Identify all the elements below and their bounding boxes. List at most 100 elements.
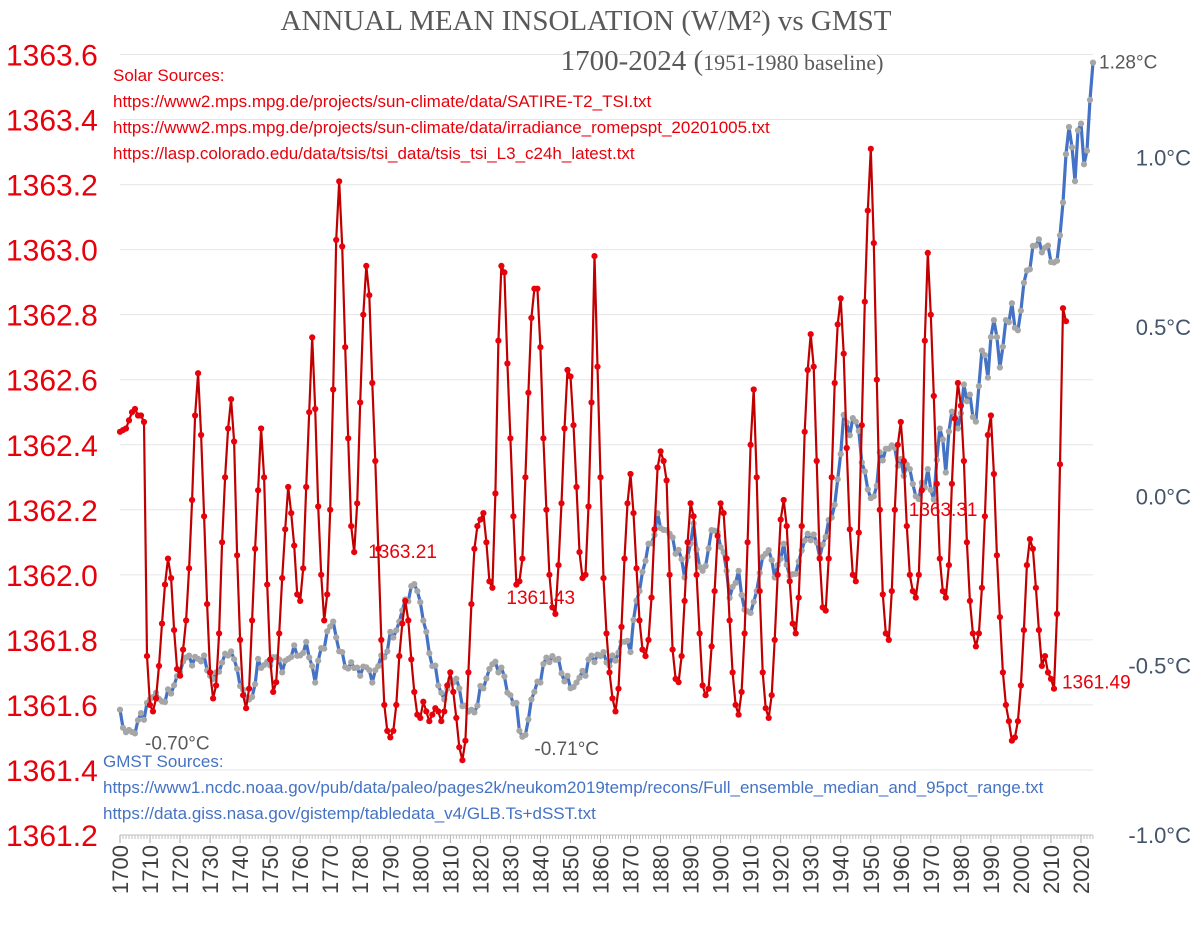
x-tick-label: 2010 <box>1039 845 1064 894</box>
tsi-point <box>693 571 700 578</box>
tsi-point <box>630 509 637 517</box>
gmst-point <box>1077 120 1085 127</box>
tsi-point <box>825 555 832 562</box>
tsi-point <box>747 441 754 448</box>
left-tick-label: 1363.6 <box>6 40 98 73</box>
tsi-point <box>906 571 913 578</box>
x-tick-label: 1980 <box>949 845 974 894</box>
gmst-point <box>579 667 586 674</box>
gmst-point <box>1071 178 1079 185</box>
tsi-point <box>570 422 577 429</box>
tsi-point <box>855 529 862 536</box>
gmst-point <box>924 466 931 473</box>
gmst-point <box>972 418 980 425</box>
gmst-point <box>1044 242 1052 249</box>
left-tick-label: 1361.4 <box>6 755 98 788</box>
gmst-point <box>116 706 124 713</box>
gmst-point <box>438 689 445 696</box>
tsi-point <box>885 636 892 644</box>
solar-sources-heading: Solar Sources: <box>113 66 225 85</box>
tsi-point <box>408 656 415 663</box>
tsi-point <box>465 669 472 676</box>
tsi-point <box>615 685 622 692</box>
gmst-point <box>987 334 995 341</box>
tsi-point <box>315 503 322 510</box>
gmst-point <box>564 672 571 679</box>
tsi-point <box>180 646 187 653</box>
tsi-point <box>528 314 535 321</box>
tsi-point <box>1044 669 1052 676</box>
gmst-point <box>909 480 916 488</box>
tsi-point <box>387 734 394 741</box>
tsi-point <box>618 623 625 631</box>
tsi-point <box>468 601 475 608</box>
x-tick-label: 1910 <box>739 845 764 894</box>
gmst-point <box>309 663 316 670</box>
gmst-point <box>513 699 520 707</box>
tsi-point <box>525 389 532 396</box>
tsi-point <box>486 578 493 585</box>
gmst-point <box>630 616 637 624</box>
x-tick-label: 1870 <box>619 845 644 894</box>
tsi-point <box>366 292 373 299</box>
tsi-point <box>783 523 790 530</box>
gmst-point <box>288 653 295 661</box>
tsi-point <box>774 571 781 578</box>
gmst-point <box>1080 161 1088 168</box>
gmst-point <box>702 562 709 570</box>
tsi-point <box>438 718 445 725</box>
tsi-point <box>453 714 460 722</box>
tsi-point <box>642 653 649 660</box>
tsi-point <box>771 636 778 644</box>
gmst-point <box>765 547 772 554</box>
tsi-point <box>891 506 898 513</box>
tsi-point <box>726 617 733 624</box>
gmst-point <box>198 658 205 665</box>
tsi-point <box>663 477 670 484</box>
tsi-point <box>549 604 556 611</box>
tsi-point <box>164 555 172 562</box>
x-tick-label: 1830 <box>498 845 523 894</box>
gmst-point <box>291 642 298 649</box>
tsi-point <box>639 646 646 653</box>
gmst-point <box>612 657 619 664</box>
left-tick-label: 1362.4 <box>6 430 98 463</box>
x-tick-label: 1820 <box>468 845 493 894</box>
gmst-point <box>411 581 418 588</box>
tsi-point <box>429 711 436 718</box>
gmst-point <box>861 468 868 475</box>
tsi-point <box>738 688 745 696</box>
gmst-point <box>1017 307 1024 314</box>
tsi-point <box>981 513 989 520</box>
tsi-point <box>627 470 634 478</box>
gmst-point <box>231 656 238 663</box>
gmst-point <box>975 383 983 390</box>
tsi-point <box>708 643 715 650</box>
tsi-point <box>633 565 640 572</box>
gmst-point <box>669 534 676 541</box>
tsi-point <box>234 552 241 559</box>
gmst-annotation: -0.70°C <box>145 733 210 754</box>
tsi-point <box>360 311 367 318</box>
gmst-point <box>1014 327 1022 334</box>
tsi-point <box>435 708 442 715</box>
right-tick-label: 1.0°C <box>1136 146 1191 171</box>
tsi-point <box>807 331 814 338</box>
gmst-point <box>480 685 487 692</box>
tsi-point <box>1056 461 1064 468</box>
gmst-point <box>978 347 986 354</box>
gmst-point <box>456 685 463 692</box>
tsi-point <box>405 617 412 624</box>
gmst-point <box>879 457 886 464</box>
tsi-point <box>450 688 457 696</box>
tsi-point <box>651 526 658 533</box>
x-tick-label: 1720 <box>168 845 193 894</box>
gmst-point <box>747 609 754 617</box>
x-tick-label: 1790 <box>378 845 403 894</box>
tsi-point <box>930 392 937 400</box>
tsi-point <box>762 705 769 712</box>
tsi-point <box>399 620 406 627</box>
tsi-point <box>1053 610 1061 618</box>
gmst-point <box>300 649 307 657</box>
tsi-point <box>152 695 160 702</box>
